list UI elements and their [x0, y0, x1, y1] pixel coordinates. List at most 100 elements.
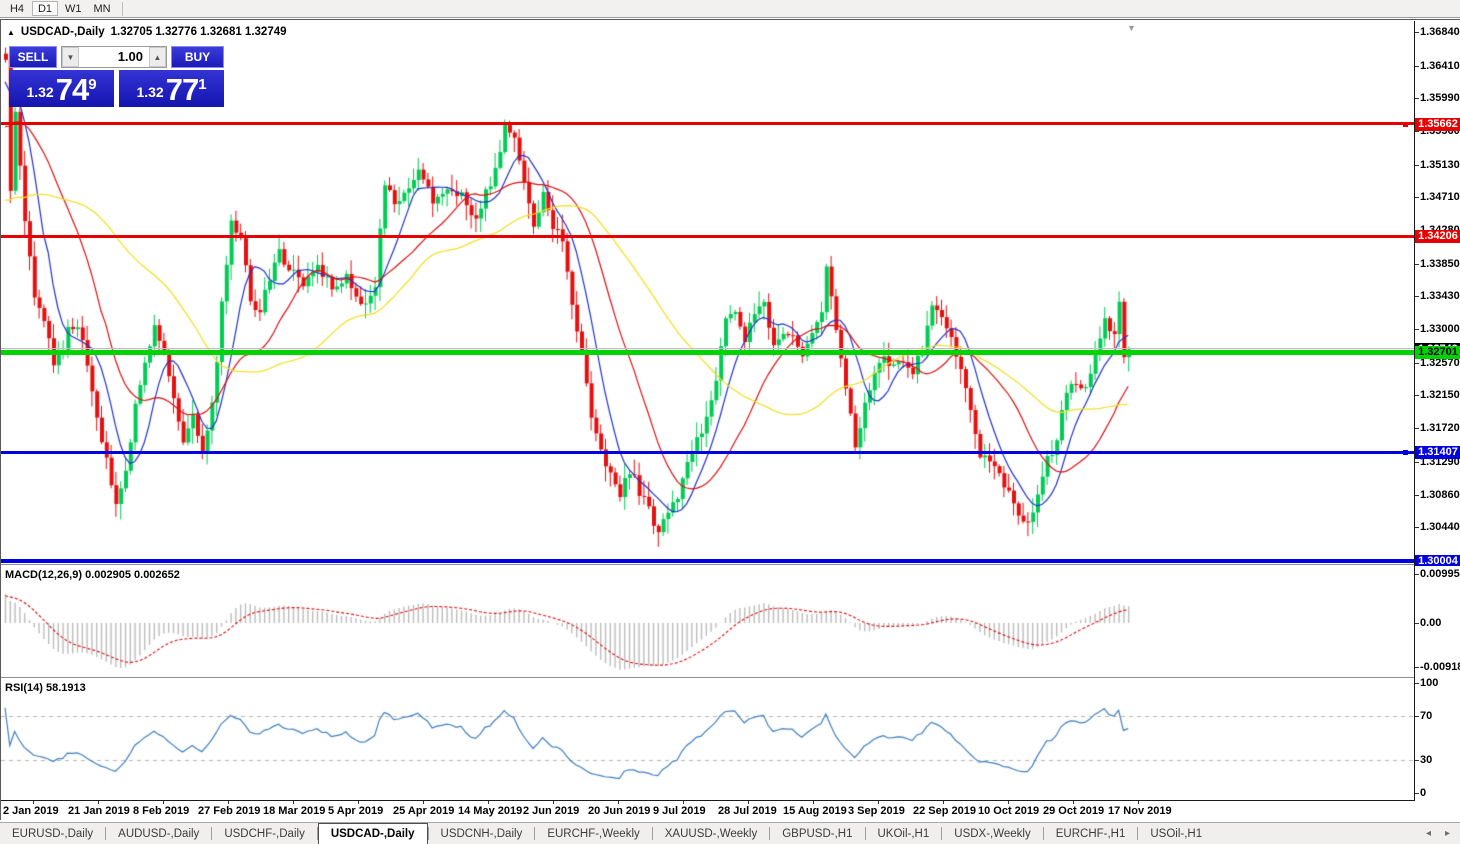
indicator-tick-mark: [1415, 683, 1419, 684]
chart-tab-audusd-daily[interactable]: AUDUSD-,Daily: [118, 827, 200, 840]
chart-tab-usdcad-daily[interactable]: USDCAD-,Daily: [317, 823, 428, 844]
price-axis[interactable]: 1.36840 1.36410 1.35990 1.35560 1.35130 1.347…: [1415, 21, 1460, 568]
symbol-name: USDCAD-,Daily: [20, 26, 105, 38]
date-tick-mark: [228, 801, 229, 804]
price-tick-mark: [1415, 462, 1419, 463]
chart-frame-bottom: [1, 800, 1415, 801]
macd-canvas[interactable]: [1, 566, 1414, 677]
timeframe-button-d1[interactable]: D1: [32, 1, 58, 16]
price-level-label-1.35662: 1.35662: [1415, 118, 1460, 131]
date-tick-mark: [1008, 801, 1009, 804]
date-label: 9 Jul 2019: [653, 805, 706, 817]
tab-separator: [941, 827, 943, 840]
indicator-tick-mark: [1415, 623, 1419, 624]
price-level-line-1.32701[interactable]: [1, 350, 1414, 355]
buy-price-display[interactable]: 1.32 77 1: [119, 70, 224, 107]
price-tick-label: 1.33000: [1420, 323, 1460, 335]
level-line-handle[interactable]: [1403, 350, 1408, 355]
price-tick-mark: [1415, 98, 1419, 99]
rsi-axis[interactable]: 100 70 30 0: [1415, 677, 1460, 800]
date-tick-mark: [33, 801, 34, 804]
price-level-line-1.30004[interactable]: [1, 559, 1414, 563]
date-tick-mark: [293, 801, 294, 804]
chart-end-marker-icon[interactable]: ▼: [1127, 23, 1136, 33]
date-label: 28 Jul 2019: [718, 805, 777, 817]
price-level-label-1.30004: 1.30004: [1415, 555, 1460, 568]
date-label: 8 Feb 2019: [133, 805, 190, 817]
rsi-canvas[interactable]: [1, 679, 1414, 800]
timeframe-button-w1[interactable]: W1: [65, 2, 82, 15]
indicator-tick-label: 0.00: [1420, 617, 1442, 629]
indicator-tick-label: -0.009186: [1420, 661, 1460, 673]
indicator-tick-mark: [1415, 760, 1419, 761]
date-axis[interactable]: 2 Jan 2019 21 Jan 2019 8 Feb 2019 27 Feb 20…: [1, 801, 1414, 821]
date-label: 20 Jun 2019: [588, 805, 651, 817]
price-tick-label: 1.33850: [1420, 258, 1460, 270]
chart-tab-eurchf-weekly[interactable]: EURCHF-,Weekly: [547, 827, 640, 840]
level-line-handle[interactable]: [1403, 450, 1408, 455]
chart-tab-usoil-h1[interactable]: USOil-,H1: [1150, 827, 1203, 840]
tab-separator: [534, 827, 536, 840]
volume-decrease-button[interactable]: ▼: [62, 47, 79, 67]
price-tick-mark: [1415, 428, 1419, 429]
chart-tab-xauusd-weekly[interactable]: XAUUSD-,Weekly: [664, 827, 758, 840]
chart-tab-eurusd-daily[interactable]: EURUSD-,Daily: [12, 827, 94, 840]
date-tick-mark: [553, 801, 554, 804]
price-tick-label: 1.31290: [1420, 456, 1460, 468]
price-level-line-1.32749[interactable]: [1, 348, 1414, 349]
pane-resize-divider[interactable]: [1, 564, 1414, 566]
date-label: 18 Mar 2019: [263, 805, 326, 817]
date-label: 2 Jun 2019: [523, 805, 580, 817]
chart-tab-eurchf-h1[interactable]: EURCHF-,H1: [1055, 827, 1126, 840]
volume-control: ▼ 1.00 ▲: [61, 46, 167, 68]
indicator-tick-label: 70: [1420, 710, 1433, 722]
sell-price-main: 74: [55, 72, 89, 107]
price-level-line-1.34206[interactable]: [1, 235, 1414, 238]
price-tick-label: 1.32150: [1420, 389, 1460, 401]
price-tick-label: 1.31720: [1420, 422, 1460, 434]
sell-price-display[interactable]: 1.32 74 9: [9, 70, 114, 107]
date-label: 2 Jan 2019: [3, 805, 59, 817]
price-level-line-1.31407[interactable]: [1, 451, 1414, 454]
price-level-label-1.34206: 1.34206: [1415, 230, 1460, 243]
sell-button[interactable]: SELL: [9, 46, 57, 68]
date-label: 10 Oct 2019: [978, 805, 1040, 817]
price-tick-mark: [1415, 395, 1419, 396]
tab-separator: [864, 827, 866, 840]
chart-tab-gbpusd-h1[interactable]: GBPUSD-,H1: [782, 827, 853, 840]
volume-increase-button[interactable]: ▲: [149, 47, 166, 67]
timeframe-buttons: H4 D1 W1 MN: [3, 1, 117, 16]
main-chart-canvas[interactable]: [1, 21, 1414, 564]
tab-separator: [105, 827, 107, 840]
chart-tab-usdx-weekly[interactable]: USDX-,Weekly: [954, 827, 1031, 840]
price-tick-label: 1.34710: [1420, 191, 1460, 203]
macd-axis[interactable]: 0.009957 0.00 -0.009186: [1415, 566, 1460, 677]
chart-tab-usdcnh-daily[interactable]: USDCNH-,Daily: [440, 827, 523, 840]
date-tick-mark: [488, 801, 489, 804]
tab-scroll-left-icon[interactable]: ◂: [1425, 828, 1431, 839]
volume-input[interactable]: 1.00: [79, 47, 149, 67]
price-tick-label: 1.32570: [1420, 357, 1460, 369]
price-level-label-1.31407: 1.31407: [1415, 446, 1460, 459]
collapse-panel-icon[interactable]: ▲: [7, 27, 15, 37]
price-tick-label: 1.30860: [1420, 489, 1460, 501]
timeframe-button-mn[interactable]: MN: [93, 2, 111, 15]
date-tick-mark: [98, 801, 99, 804]
level-line-handle[interactable]: [1403, 122, 1408, 127]
chart-tab-usdchf-daily[interactable]: USDCHF-,Daily: [224, 827, 305, 840]
date-label: 3 Sep 2019: [848, 805, 905, 817]
pane-resize-divider[interactable]: [1, 677, 1414, 679]
price-level-line-1.35662[interactable]: [1, 122, 1414, 125]
indicator-tick-label: 30: [1420, 754, 1433, 766]
date-tick-mark: [813, 801, 814, 804]
date-label: 22 Sep 2019: [913, 805, 976, 817]
timeframe-button-h4[interactable]: H4: [9, 2, 25, 15]
tab-separator: [1042, 827, 1044, 840]
date-label: 17 Nov 2019: [1108, 805, 1172, 817]
buy-button[interactable]: BUY: [171, 46, 224, 68]
chart-tab-ukoil-h1[interactable]: UKOil-,H1: [877, 827, 930, 840]
date-tick-mark: [1073, 801, 1074, 804]
date-tick-mark: [358, 801, 359, 804]
tab-separator: [427, 827, 429, 840]
tab-scroll-right-icon[interactable]: ▸: [1444, 828, 1450, 839]
